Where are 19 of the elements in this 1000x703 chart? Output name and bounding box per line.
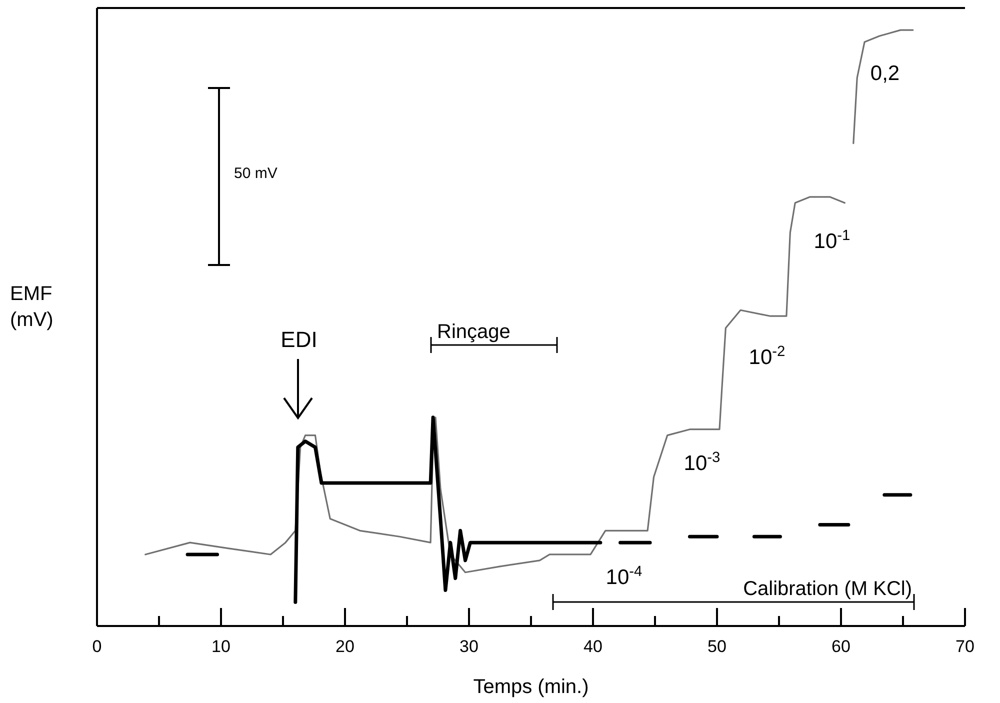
annotation: EDI (280, 327, 318, 352)
annotation: Calibration (M KCl) (743, 578, 912, 600)
x-tick-label: 40 (584, 637, 602, 656)
annotation: 10$^{-3}$ (684, 450, 720, 475)
x-tick-label: 50 (708, 637, 726, 656)
x-tick-label: 10 (212, 637, 230, 656)
x-tick-label: 70 (956, 637, 974, 656)
annotation: Rinçage (437, 321, 510, 343)
annotation: 10$^{-2}$ (748, 344, 786, 369)
y-axis-title: EMF (mV) (10, 283, 54, 331)
x-tick-label: 20 (336, 637, 354, 656)
x-tick-label: 0 (92, 637, 102, 656)
x-tick-label: 30 (460, 637, 478, 656)
annotation: 10$^{-1}$ (814, 228, 850, 253)
x-tick-label: 60 (832, 637, 850, 656)
annotation: 50 mV (234, 165, 278, 182)
annotation: 0,2 (870, 62, 900, 85)
annotation: 10$^{-4}$ (606, 564, 642, 589)
x-axis-title: Temps (min.) (473, 676, 589, 698)
